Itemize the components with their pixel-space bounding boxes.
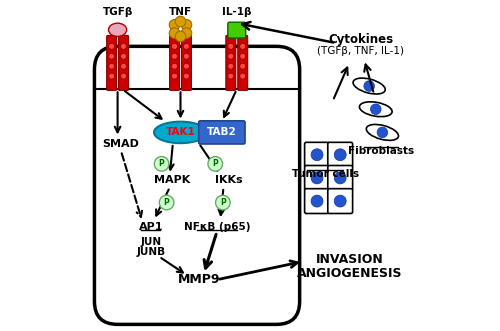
Circle shape [184,43,190,49]
Circle shape [175,31,186,42]
Text: Tumor cells: Tumor cells [292,169,358,179]
Circle shape [160,195,174,210]
Text: Fibroblasts: Fibroblasts [348,146,414,156]
Text: Cytokines: Cytokines [328,33,394,46]
Text: IL-1β: IL-1β [222,7,252,17]
FancyBboxPatch shape [94,46,300,324]
Circle shape [181,20,192,30]
FancyBboxPatch shape [304,189,330,213]
Text: JUNB: JUNB [136,247,166,257]
Ellipse shape [154,122,207,143]
Circle shape [108,73,114,79]
Circle shape [208,157,222,171]
FancyBboxPatch shape [170,35,179,90]
Circle shape [240,53,246,59]
Circle shape [228,53,234,59]
Text: MAPK: MAPK [154,175,190,185]
Circle shape [120,63,126,69]
Circle shape [108,63,114,69]
FancyBboxPatch shape [238,35,248,90]
Circle shape [240,43,246,49]
FancyBboxPatch shape [304,142,330,167]
Text: P: P [220,198,226,207]
Ellipse shape [353,78,385,94]
Circle shape [228,43,234,49]
FancyBboxPatch shape [226,35,236,90]
Text: NFκB (p65): NFκB (p65) [184,222,250,232]
Circle shape [120,43,126,49]
Circle shape [184,53,190,59]
Circle shape [184,73,190,79]
Circle shape [228,73,234,79]
Text: SMAD: SMAD [102,139,140,149]
FancyBboxPatch shape [106,35,117,90]
FancyBboxPatch shape [328,189,352,213]
Text: P: P [164,198,170,207]
Text: ANGIOGENESIS: ANGIOGENESIS [296,266,402,280]
Circle shape [120,73,126,79]
Text: TGFβ: TGFβ [102,7,133,17]
Circle shape [216,195,230,210]
Circle shape [334,149,346,161]
Circle shape [240,73,246,79]
Circle shape [181,28,192,38]
Circle shape [184,63,190,69]
Text: INVASION: INVASION [316,253,383,266]
Circle shape [334,172,346,184]
Text: IKKs: IKKs [214,175,242,185]
FancyBboxPatch shape [328,166,352,190]
Circle shape [240,63,246,69]
Circle shape [108,43,114,49]
Circle shape [311,195,323,207]
Circle shape [175,16,186,27]
Ellipse shape [108,23,126,36]
Text: TAK1: TAK1 [166,127,196,137]
Ellipse shape [360,102,392,117]
FancyBboxPatch shape [228,22,246,38]
Circle shape [120,53,126,59]
Circle shape [154,157,169,171]
Circle shape [228,63,234,69]
Text: AP1: AP1 [138,222,163,232]
Text: (TGFβ, TNF, IL-1): (TGFβ, TNF, IL-1) [318,46,404,56]
Text: P: P [212,159,218,168]
Text: P: P [158,159,164,168]
FancyBboxPatch shape [304,166,330,190]
FancyBboxPatch shape [182,35,192,90]
Text: MMP9: MMP9 [178,273,220,286]
Text: JUN: JUN [140,237,162,247]
Ellipse shape [366,124,398,140]
Circle shape [172,53,177,59]
Circle shape [169,20,180,30]
FancyBboxPatch shape [328,142,352,167]
Circle shape [172,63,177,69]
Circle shape [169,28,180,38]
Text: TNF: TNF [169,7,192,17]
Circle shape [377,127,388,138]
Circle shape [172,43,177,49]
Circle shape [172,73,177,79]
Circle shape [370,104,381,115]
Circle shape [311,172,323,184]
Circle shape [364,81,374,91]
Circle shape [334,195,346,207]
Circle shape [108,53,114,59]
FancyBboxPatch shape [118,35,128,90]
Circle shape [311,149,323,161]
Text: TAB2: TAB2 [207,127,236,137]
FancyBboxPatch shape [198,121,245,144]
